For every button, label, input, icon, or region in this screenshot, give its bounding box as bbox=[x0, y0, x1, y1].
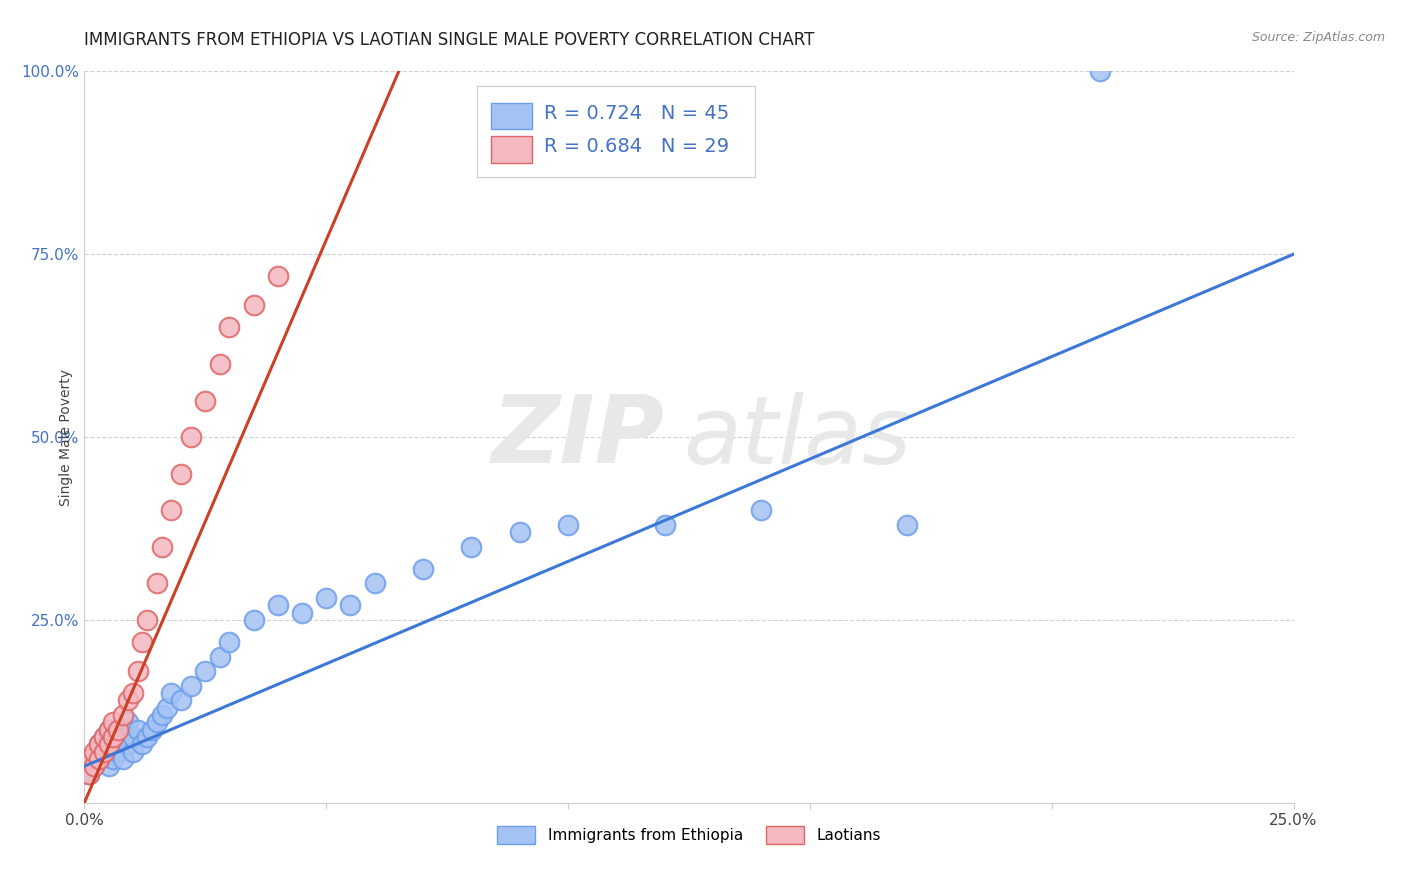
Point bbox=[107, 745, 129, 759]
Point bbox=[127, 664, 149, 678]
Point bbox=[141, 723, 163, 737]
Point bbox=[117, 693, 139, 707]
Point bbox=[131, 635, 153, 649]
Point bbox=[242, 613, 264, 627]
Point bbox=[107, 723, 129, 737]
Point bbox=[83, 759, 105, 773]
Point bbox=[77, 766, 100, 780]
Point bbox=[751, 503, 773, 517]
Point bbox=[242, 298, 264, 312]
Point bbox=[87, 737, 110, 751]
Point bbox=[315, 591, 337, 605]
Point bbox=[93, 730, 115, 744]
Point bbox=[218, 320, 240, 334]
FancyBboxPatch shape bbox=[491, 103, 531, 129]
Point bbox=[87, 737, 110, 751]
Point bbox=[1088, 64, 1111, 78]
Point bbox=[103, 737, 125, 751]
Point bbox=[363, 576, 385, 591]
Point bbox=[208, 649, 231, 664]
Text: R = 0.724   N = 45: R = 0.724 N = 45 bbox=[544, 104, 730, 123]
Text: ZIP: ZIP bbox=[492, 391, 665, 483]
Point bbox=[557, 517, 579, 532]
Point bbox=[97, 737, 120, 751]
Text: IMMIGRANTS FROM ETHIOPIA VS LAOTIAN SINGLE MALE POVERTY CORRELATION CHART: IMMIGRANTS FROM ETHIOPIA VS LAOTIAN SING… bbox=[84, 31, 814, 49]
Point bbox=[87, 752, 110, 766]
Point bbox=[112, 708, 135, 723]
Point bbox=[136, 730, 159, 744]
Point bbox=[77, 752, 100, 766]
Point bbox=[180, 430, 202, 444]
Point bbox=[87, 752, 110, 766]
Point bbox=[170, 693, 193, 707]
Point bbox=[155, 700, 177, 714]
Point bbox=[170, 467, 193, 481]
Point bbox=[121, 730, 143, 744]
Point bbox=[218, 635, 240, 649]
Point bbox=[146, 715, 169, 730]
Point bbox=[267, 269, 290, 284]
Point bbox=[460, 540, 482, 554]
Point bbox=[412, 562, 434, 576]
Point bbox=[194, 393, 217, 408]
Text: Source: ZipAtlas.com: Source: ZipAtlas.com bbox=[1251, 31, 1385, 45]
Point bbox=[83, 759, 105, 773]
Point bbox=[93, 745, 115, 759]
Point bbox=[654, 517, 676, 532]
FancyBboxPatch shape bbox=[491, 136, 531, 163]
Point bbox=[291, 606, 314, 620]
Point bbox=[117, 737, 139, 751]
Point bbox=[131, 737, 153, 751]
Point bbox=[97, 723, 120, 737]
Point bbox=[103, 752, 125, 766]
Point bbox=[121, 745, 143, 759]
Legend: Immigrants from Ethiopia, Laotians: Immigrants from Ethiopia, Laotians bbox=[491, 820, 887, 850]
Point bbox=[83, 745, 105, 759]
Point bbox=[97, 723, 120, 737]
Point bbox=[121, 686, 143, 700]
Point bbox=[339, 599, 361, 613]
Point bbox=[107, 730, 129, 744]
Point bbox=[208, 357, 231, 371]
Point bbox=[150, 540, 173, 554]
Point bbox=[136, 613, 159, 627]
Point bbox=[103, 715, 125, 730]
Point bbox=[77, 766, 100, 780]
Point bbox=[509, 525, 531, 540]
Text: R = 0.684   N = 29: R = 0.684 N = 29 bbox=[544, 137, 728, 156]
Point bbox=[160, 686, 183, 700]
Point bbox=[93, 730, 115, 744]
Point bbox=[117, 715, 139, 730]
Text: atlas: atlas bbox=[683, 392, 911, 483]
Point bbox=[180, 679, 202, 693]
Point bbox=[896, 517, 918, 532]
Point bbox=[97, 759, 120, 773]
Point bbox=[146, 576, 169, 591]
Point bbox=[103, 730, 125, 744]
Point bbox=[93, 745, 115, 759]
Point bbox=[194, 664, 217, 678]
Point bbox=[127, 723, 149, 737]
Point bbox=[112, 723, 135, 737]
Point bbox=[160, 503, 183, 517]
Point bbox=[150, 708, 173, 723]
Y-axis label: Single Male Poverty: Single Male Poverty bbox=[59, 368, 73, 506]
Point bbox=[267, 599, 290, 613]
Point bbox=[112, 752, 135, 766]
FancyBboxPatch shape bbox=[478, 86, 755, 178]
